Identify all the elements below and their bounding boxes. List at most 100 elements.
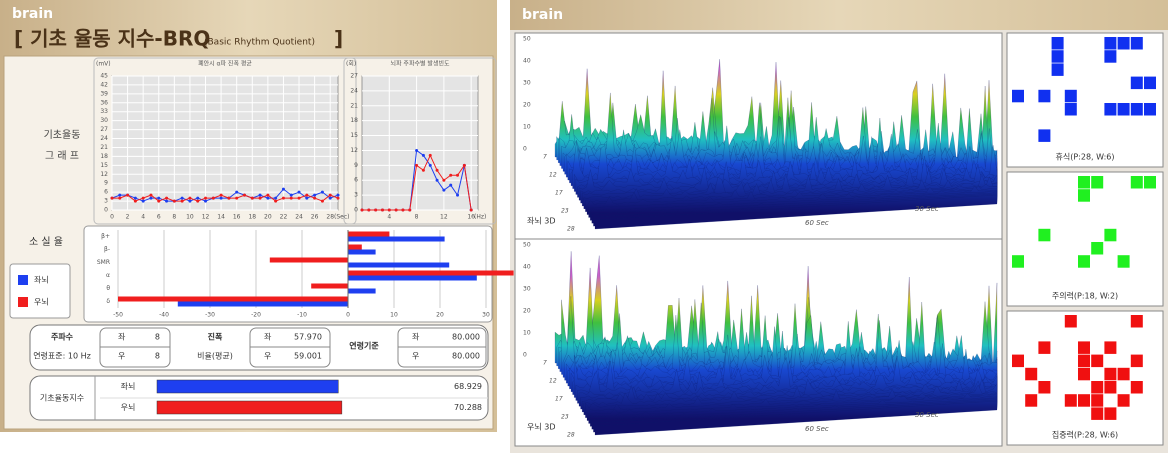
data-point <box>305 196 309 200</box>
pattern-cell <box>1078 367 1090 381</box>
time-label: 30 Sec <box>915 411 939 419</box>
table-side: 좌 <box>412 333 420 342</box>
table-sub: 비율(평균) <box>197 351 233 361</box>
data-point <box>165 199 169 203</box>
pattern-cell <box>1104 50 1117 63</box>
z-tick-label: 40 <box>523 264 531 271</box>
surface <box>554 59 998 230</box>
data-point <box>442 178 446 182</box>
pattern-cell <box>1104 341 1117 354</box>
pattern-cell <box>1091 354 1104 368</box>
bar <box>348 231 390 237</box>
y-tick-label: 21 <box>350 102 358 109</box>
pattern-cell <box>1078 189 1090 202</box>
pattern-cell <box>1117 103 1130 116</box>
chart-title: 뇌파 주파수별 발생빈도 <box>390 60 449 68</box>
z-tick-label: 0 <box>523 352 527 359</box>
bar <box>348 275 477 281</box>
bar <box>269 257 348 263</box>
data-point <box>408 208 412 212</box>
data-point <box>133 199 137 203</box>
pattern-cell <box>1078 341 1090 354</box>
x-tick-label: -10 <box>297 312 307 319</box>
pattern-cell <box>1130 76 1143 90</box>
y-unit: (mV) <box>96 61 111 68</box>
y-tick-label: 3 <box>354 192 358 199</box>
y-tick-label: 27 <box>100 126 108 133</box>
category-label: β+ <box>101 233 110 240</box>
y-tick-label: 18 <box>350 117 358 124</box>
pattern-cell <box>1038 341 1051 354</box>
data-point <box>266 196 270 200</box>
depth-tick-label: 17 <box>555 190 563 197</box>
data-point <box>281 196 285 200</box>
data-point <box>435 168 439 172</box>
page-title: [ 기초 율동 지수-BRQ <box>14 27 210 51</box>
depth-tick-label: 7 <box>543 360 547 367</box>
data-point <box>313 193 317 197</box>
data-point <box>141 199 145 203</box>
data-point <box>211 196 215 200</box>
pattern-cell <box>1091 242 1104 255</box>
depth-tick-label: 23 <box>561 414 569 421</box>
pattern-cell <box>1012 255 1024 268</box>
data-point <box>428 153 432 157</box>
y-tick-label: 0 <box>104 207 108 214</box>
depth-tick-label: 28 <box>567 432 575 439</box>
pattern-cell <box>1091 407 1104 420</box>
chart-frame <box>343 57 497 225</box>
data-point <box>421 153 425 157</box>
data-point <box>219 193 223 197</box>
pattern-cell <box>1104 367 1117 381</box>
table-side: 우 <box>264 352 271 361</box>
data-point <box>250 196 254 200</box>
plot-label: 좌뇌 3D <box>527 217 556 226</box>
x-tick-label: 22 <box>280 214 288 221</box>
data-point <box>401 208 405 212</box>
x-tick-label: 24 <box>295 214 303 221</box>
depth-tick-label: 23 <box>561 208 569 215</box>
y-tick-label: 33 <box>100 108 108 115</box>
data-point <box>274 196 278 200</box>
category-label: δ <box>106 298 110 305</box>
pattern-cell <box>1064 103 1077 116</box>
pattern-label: 주의력(P:18, W:2) <box>1052 291 1118 301</box>
data-point <box>172 199 176 203</box>
pattern-cell <box>1117 394 1130 407</box>
pattern-cell <box>1117 255 1130 268</box>
x-tick-label: 30 <box>482 312 490 319</box>
x-tick-label: 6 <box>157 214 161 221</box>
y-tick-label: 3 <box>104 198 108 205</box>
data-point <box>415 148 419 152</box>
x-tick-label: 20 <box>264 214 272 221</box>
pattern-cell <box>1104 407 1117 420</box>
category-label: α <box>106 272 110 279</box>
data-point <box>149 196 153 200</box>
data-point <box>462 163 466 167</box>
data-point <box>289 196 293 200</box>
plot-area <box>361 75 479 211</box>
x-tick-label: 10 <box>186 214 194 221</box>
table-value: 80.000 <box>452 352 480 361</box>
table-value: 8 <box>155 352 160 361</box>
data-point <box>435 178 439 182</box>
pattern-cell <box>1130 354 1143 368</box>
brand: brain <box>522 7 563 23</box>
y-tick-label: 21 <box>100 144 108 151</box>
pattern-cell <box>1051 63 1064 76</box>
data-point <box>449 173 453 177</box>
data-point <box>289 193 293 197</box>
y-tick-label: 12 <box>100 171 108 178</box>
page-title-end: ] <box>334 27 343 51</box>
y-tick-label: 15 <box>350 132 358 139</box>
y-tick-label: 42 <box>100 81 108 88</box>
chart-title: 기초율동지수 <box>40 394 84 403</box>
y-tick-label: 27 <box>350 73 358 80</box>
pattern-cell <box>1078 394 1090 407</box>
legend-label: 우뇌 <box>34 298 49 307</box>
data-point <box>219 196 223 200</box>
pattern-cell <box>1130 37 1143 50</box>
x-tick-label: 18 <box>248 214 256 221</box>
data-point <box>456 173 460 177</box>
